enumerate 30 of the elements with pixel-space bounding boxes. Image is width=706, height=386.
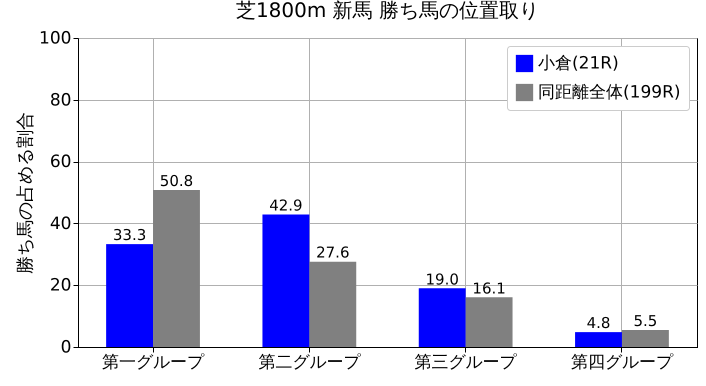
y-tick-label: 20 bbox=[50, 276, 72, 296]
data-label: 19.0 bbox=[426, 270, 459, 288]
x-tick-label: 第三グループ bbox=[414, 352, 518, 372]
bar bbox=[309, 262, 356, 347]
data-label: 16.1 bbox=[472, 279, 506, 298]
y-tick-label: 40 bbox=[50, 214, 72, 234]
data-label: 5.5 bbox=[633, 312, 658, 330]
x-tick-label: 第二グループ bbox=[258, 352, 362, 372]
chart-title: 芝1800m 新馬 勝ち馬の位置取り bbox=[236, 0, 540, 22]
y-axis-title: 勝ち馬の占める割合 bbox=[15, 112, 36, 274]
y-tick-label: 100 bbox=[39, 28, 72, 48]
data-label: 50.8 bbox=[160, 172, 194, 190]
bar bbox=[153, 190, 200, 347]
legend-label: 小倉(21R) bbox=[538, 54, 619, 74]
data-label: 42.9 bbox=[269, 196, 303, 214]
data-label: 27.6 bbox=[316, 244, 350, 262]
legend-label: 同距離全体(199R) bbox=[538, 82, 681, 102]
data-label: 33.3 bbox=[112, 226, 146, 244]
bar bbox=[575, 332, 622, 347]
x-tick-label: 第四グループ bbox=[570, 352, 674, 372]
y-tick-label: 0 bbox=[60, 338, 72, 358]
bar bbox=[106, 244, 154, 347]
x-tick-label: 第一グループ bbox=[102, 352, 206, 372]
bar bbox=[262, 214, 310, 347]
bar bbox=[622, 330, 669, 347]
data-label: 4.8 bbox=[586, 314, 610, 332]
y-tick-label: 60 bbox=[50, 152, 72, 172]
bar bbox=[466, 297, 513, 347]
y-tick-label: 80 bbox=[50, 90, 72, 110]
bar bbox=[418, 288, 466, 347]
